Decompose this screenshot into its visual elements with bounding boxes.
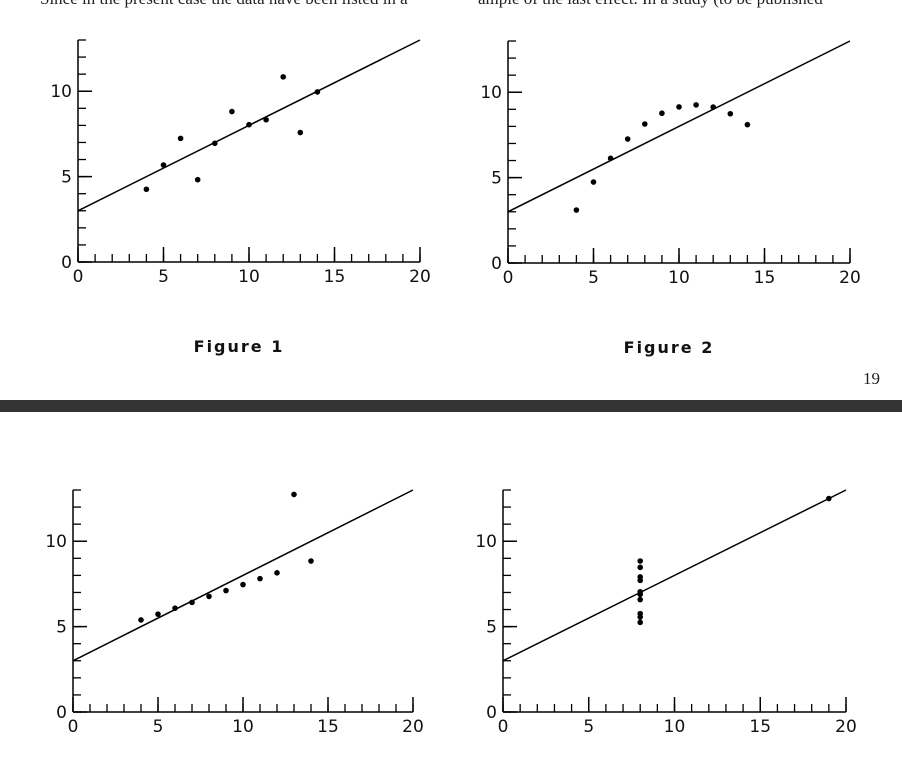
- data-point: [659, 110, 665, 117]
- y-tick-label: 10: [480, 83, 502, 103]
- data-point: [160, 162, 167, 168]
- x-tick-label: 5: [583, 717, 594, 737]
- data-point: [637, 574, 643, 580]
- y-tick-label: 10: [50, 82, 72, 102]
- y-tick-label: 5: [56, 618, 67, 638]
- data-point: [590, 179, 597, 185]
- y-tick-label: 0: [61, 253, 72, 273]
- x-tick-label: 20: [402, 717, 424, 737]
- fit-line: [507, 40, 851, 213]
- data-point: [642, 121, 648, 127]
- data-point: [607, 155, 614, 162]
- data-point: [223, 587, 229, 594]
- y-tick-label: 5: [486, 618, 497, 638]
- y-tick-label: 10: [45, 532, 67, 552]
- y-tick-label: 0: [491, 254, 502, 274]
- data-point: [172, 605, 178, 611]
- data-point: [274, 570, 280, 576]
- data-point: [826, 495, 832, 502]
- data-point: [138, 617, 144, 623]
- data-point: [240, 581, 246, 588]
- x-tick-label: 5: [588, 268, 599, 288]
- x-tick-label: 20: [409, 267, 431, 287]
- page-divider: [0, 400, 902, 412]
- x-tick-label: 5: [158, 267, 169, 287]
- data-point: [291, 491, 297, 498]
- y-tick-label: 5: [491, 169, 502, 189]
- x-tick-label: 0: [498, 717, 509, 737]
- data-point: [143, 186, 150, 193]
- y-tick-label: 10: [475, 532, 497, 552]
- data-point: [194, 176, 201, 183]
- figure-caption: Figure 2: [624, 338, 715, 357]
- x-tick-label: 0: [73, 267, 84, 287]
- data-point: [212, 140, 218, 147]
- x-tick-label: 10: [232, 717, 254, 737]
- x-tick-label: 10: [664, 717, 686, 737]
- data-point: [257, 575, 263, 582]
- x-tick-label: 0: [68, 717, 79, 737]
- data-point: [624, 136, 631, 142]
- x-tick-label: 10: [668, 268, 690, 288]
- x-tick-label: 15: [324, 267, 346, 287]
- y-tick-label: 0: [56, 703, 67, 723]
- data-point: [280, 74, 287, 80]
- data-point: [710, 104, 716, 110]
- x-tick-label: 20: [839, 268, 861, 288]
- data-point: [637, 558, 643, 564]
- data-point: [744, 121, 751, 128]
- header-text: ample of the last effect. In a study (to…: [478, 0, 823, 8]
- x-tick-label: 20: [835, 717, 857, 737]
- data-point: [297, 129, 304, 136]
- x-tick-label: 10: [238, 267, 260, 287]
- data-point: [206, 593, 212, 600]
- fit-line: [72, 489, 414, 662]
- data-point: [314, 89, 321, 95]
- data-point: [727, 110, 734, 117]
- x-tick-label: 15: [749, 717, 771, 737]
- x-tick-label: 15: [754, 268, 776, 288]
- data-point: [308, 558, 314, 564]
- data-point: [573, 207, 580, 213]
- data-point: [263, 116, 269, 123]
- y-tick-label: 5: [61, 168, 72, 188]
- data-point: [637, 614, 643, 620]
- header-text: Since in the present case the data have …: [40, 0, 408, 8]
- data-point: [229, 108, 235, 115]
- fit-line: [502, 489, 847, 662]
- data-point: [155, 611, 161, 617]
- x-tick-label: 5: [153, 717, 164, 737]
- data-point: [693, 102, 699, 108]
- data-point: [637, 564, 643, 571]
- data-point: [637, 591, 643, 598]
- x-tick-label: 15: [317, 717, 339, 737]
- data-point: [637, 619, 643, 626]
- data-point: [189, 599, 195, 606]
- data-point: [177, 135, 184, 142]
- data-point: [676, 104, 682, 110]
- y-tick-label: 0: [486, 703, 497, 723]
- data-point: [637, 596, 643, 603]
- x-tick-label: 0: [503, 268, 514, 288]
- page-number: 19: [863, 369, 880, 388]
- figure-caption: Figure 1: [194, 337, 285, 356]
- data-point: [246, 121, 252, 128]
